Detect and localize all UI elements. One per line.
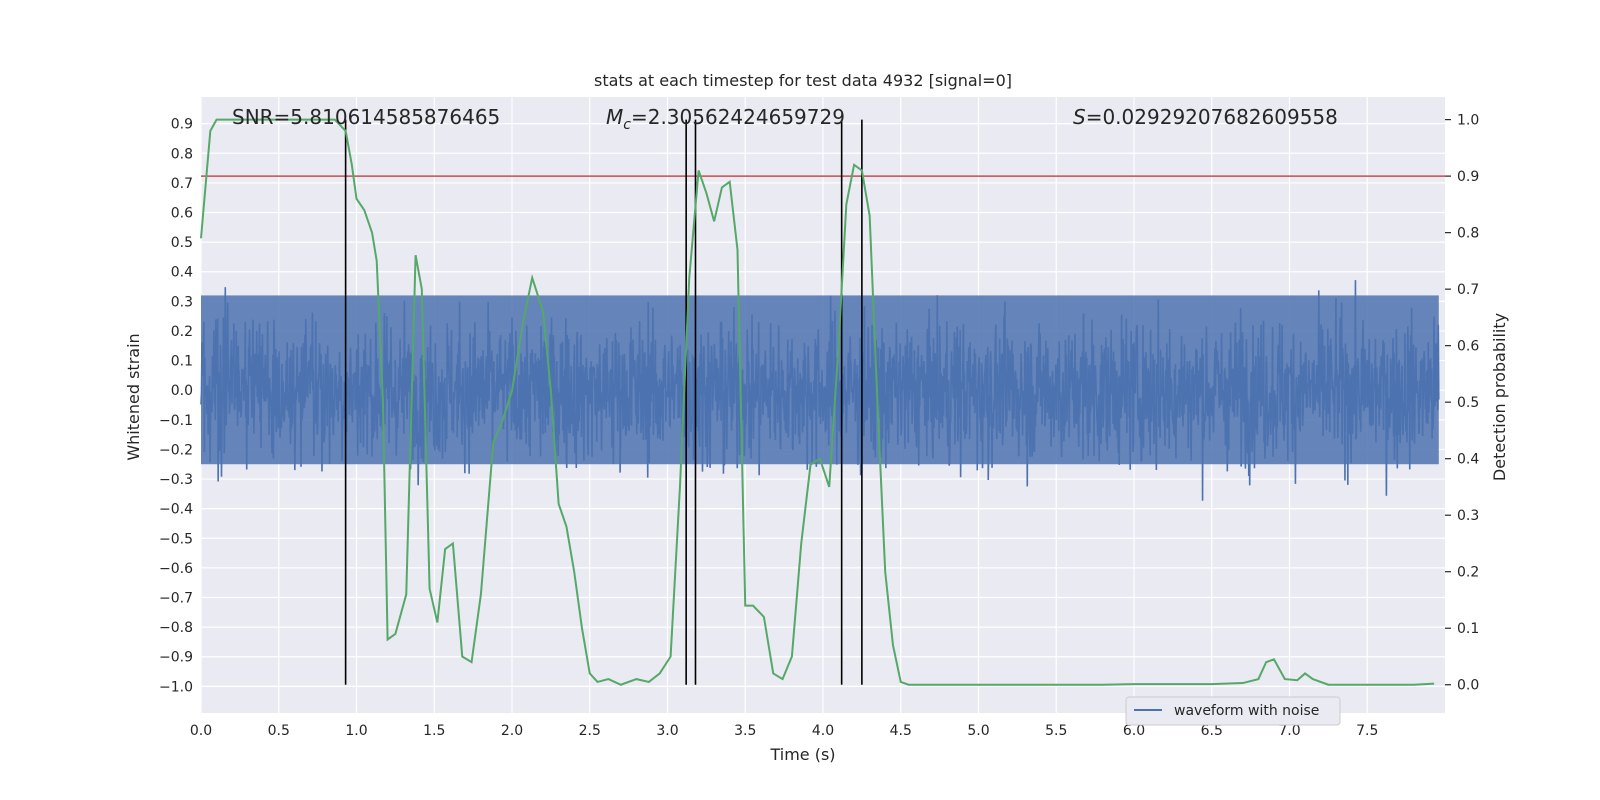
mc-subscript: c	[623, 117, 631, 133]
vertical-markers	[344, 119, 863, 685]
y-left-tick-label: 0.1	[171, 354, 193, 370]
x-tick-label: 1.5	[423, 723, 445, 739]
y-left-tick-label: −0.3	[159, 472, 193, 488]
x-tick-label: 3.5	[734, 723, 756, 739]
y-right-tick-label: 0.0	[1457, 678, 1479, 694]
x-tick-label: 4.5	[890, 723, 912, 739]
x-tick-label: 5.0	[967, 723, 989, 739]
y-axis-right-label: Detection probability	[1490, 313, 1509, 481]
y-right-tick-label: 0.4	[1457, 452, 1479, 468]
x-tick-label: 0.0	[190, 723, 212, 739]
s-value: =0.02929207682609558	[1086, 105, 1338, 129]
x-tick-label: 6.0	[1123, 723, 1145, 739]
y-left-tick-label: −0.1	[159, 413, 193, 429]
legend-box	[1125, 696, 1341, 726]
x-tick-label: 7.5	[1356, 723, 1378, 739]
y-left-tick-label: −0.6	[159, 561, 193, 577]
mc-annotation: Mc=2.30562424659729	[606, 105, 845, 133]
y-right-tick-label: 0.9	[1457, 169, 1479, 185]
y-right-tick-label: 1.0	[1457, 113, 1479, 129]
y-right-tick-label: 0.7	[1457, 282, 1479, 298]
y-left-tick-label: 0.4	[171, 265, 193, 281]
mc-value: =2.30562424659729	[631, 105, 845, 129]
probability-line	[200, 118, 1435, 686]
x-axis-label: Time (s)	[769, 745, 835, 764]
y-right-tick-label: 0.1	[1457, 621, 1479, 637]
y-right-tick-label: 0.5	[1457, 395, 1479, 411]
x-tick-label: 7.0	[1278, 723, 1300, 739]
y-axis-left-label: Whitened strain	[124, 333, 143, 460]
x-tick-label: 0.5	[268, 723, 290, 739]
y-right-tick-label: 0.6	[1457, 339, 1479, 355]
y-right-tick-label: 0.3	[1457, 508, 1479, 524]
x-tick-label: 2.5	[579, 723, 601, 739]
y-left-tick-label: −0.7	[159, 591, 193, 607]
waveform-core	[201, 295, 1439, 465]
y-left-tick-label: 0.0	[171, 383, 193, 399]
y-left-tick-label: 0.2	[171, 324, 193, 340]
x-axis-ticks: 0.0 0.5 1.0 1.5 2.0 2.5 3.0 3.5 4.0 4.5 5.0 5.5 6.0 6…	[190, 723, 1379, 739]
s-symbol: S	[1073, 105, 1086, 129]
x-tick-label: 2.0	[501, 723, 523, 739]
y-left-axis-ticks: 0.9 0.8 0.7 0.6 0.5 0.4 0.3 0.2 0.1 0.0 −0.1 −0.2 −0…	[159, 117, 193, 696]
y-left-tick-label: −1.0	[159, 679, 193, 695]
s-annotation: S=0.02929207682609558	[1073, 105, 1338, 129]
waveform-series	[200, 280, 1440, 501]
x-tick-label: 1.0	[345, 723, 367, 739]
y-left-tick-label: −0.5	[159, 531, 193, 547]
y-left-tick-label: 0.8	[171, 146, 193, 162]
legend: waveform with noise	[1125, 696, 1341, 726]
mc-symbol: M	[606, 105, 623, 129]
chart-title: stats at each timestep for test data 493…	[594, 71, 1012, 90]
y-left-tick-label: 0.5	[171, 235, 193, 251]
snr-annotation: SNR=5.810614585876465	[232, 105, 500, 129]
y-left-tick-label: −0.8	[159, 620, 193, 636]
y-left-tick-label: 0.9	[171, 117, 193, 133]
x-tick-label: 5.5	[1045, 723, 1067, 739]
y-left-tick-label: −0.9	[159, 650, 193, 666]
y-left-tick-label: −0.4	[159, 502, 193, 518]
x-tick-label: 4.0	[812, 723, 834, 739]
y-left-tick-label: 0.7	[171, 176, 193, 192]
probability-series	[200, 118, 1435, 686]
y-left-tick-label: 0.6	[171, 206, 193, 222]
legend-label-waveform: waveform with noise	[1174, 703, 1319, 719]
x-tick-label: 3.0	[656, 723, 678, 739]
y-right-tick-label: 0.8	[1457, 226, 1479, 242]
y-left-tick-label: 0.3	[171, 294, 193, 310]
y-right-axis-ticks: 1.0 0.9 0.8 0.7 0.6 0.5 0.4 0.3 0.2 0.1 0.0	[1445, 113, 1479, 694]
y-right-tick-label: 0.2	[1457, 565, 1479, 581]
y-left-tick-label: −0.2	[159, 442, 193, 458]
x-tick-label: 6.5	[1201, 723, 1223, 739]
